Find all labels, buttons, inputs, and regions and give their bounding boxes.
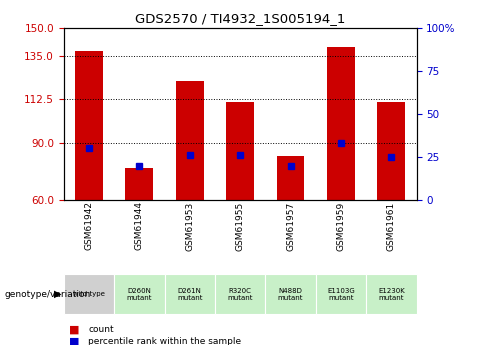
Bar [327, 47, 355, 200]
Text: E1230K
mutant: E1230K mutant [378, 288, 405, 300]
Bar [176, 81, 203, 200]
Text: ■: ■ [69, 337, 79, 345]
Bar [125, 168, 153, 200]
Text: wild type: wild type [73, 291, 105, 297]
Bar [75, 51, 103, 200]
Bar [377, 102, 405, 200]
Text: R320C
mutant: R320C mutant [227, 288, 253, 300]
Text: N488D
mutant: N488D mutant [278, 288, 303, 300]
Title: GDS2570 / TI4932_1S005194_1: GDS2570 / TI4932_1S005194_1 [135, 12, 345, 25]
Text: percentile rank within the sample: percentile rank within the sample [88, 337, 241, 345]
Text: D261N
mutant: D261N mutant [177, 288, 202, 300]
Bar [277, 156, 304, 200]
Text: ■: ■ [69, 325, 79, 334]
Text: E1103G
mutant: E1103G mutant [327, 288, 355, 300]
Text: ▶: ▶ [54, 289, 62, 299]
Text: count: count [88, 325, 114, 334]
Text: D260N
mutant: D260N mutant [126, 288, 152, 300]
Bar [226, 102, 254, 200]
Text: genotype/variation: genotype/variation [5, 289, 91, 299]
